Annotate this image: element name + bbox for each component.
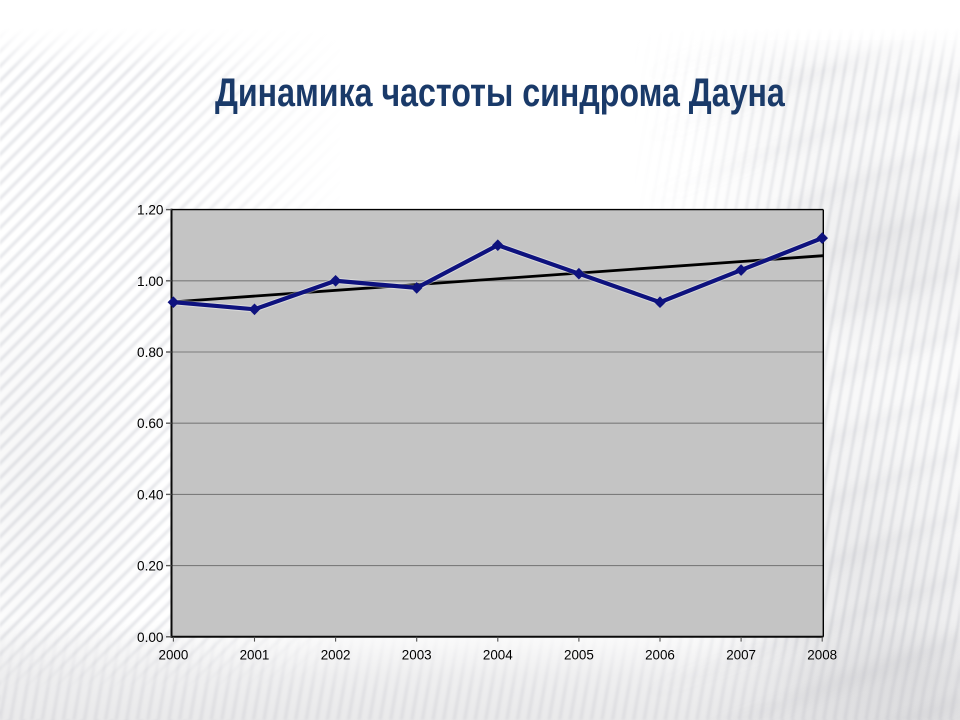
svg-text:0.80: 0.80	[137, 345, 164, 360]
svg-text:1.00: 1.00	[137, 274, 164, 289]
svg-text:2008: 2008	[807, 648, 837, 663]
svg-text:0.40: 0.40	[137, 487, 164, 502]
svg-text:2001: 2001	[240, 648, 270, 663]
svg-text:2004: 2004	[483, 648, 513, 663]
svg-text:2007: 2007	[726, 648, 756, 663]
svg-text:2002: 2002	[321, 648, 351, 663]
svg-text:0.60: 0.60	[137, 416, 164, 431]
svg-text:2003: 2003	[402, 648, 432, 663]
svg-text:1.20: 1.20	[137, 203, 164, 218]
svg-text:2000: 2000	[159, 648, 189, 663]
svg-text:2006: 2006	[645, 648, 675, 663]
svg-text:0.20: 0.20	[137, 559, 164, 574]
svg-text:0.00: 0.00	[137, 630, 164, 645]
svg-text:2005: 2005	[564, 648, 594, 663]
